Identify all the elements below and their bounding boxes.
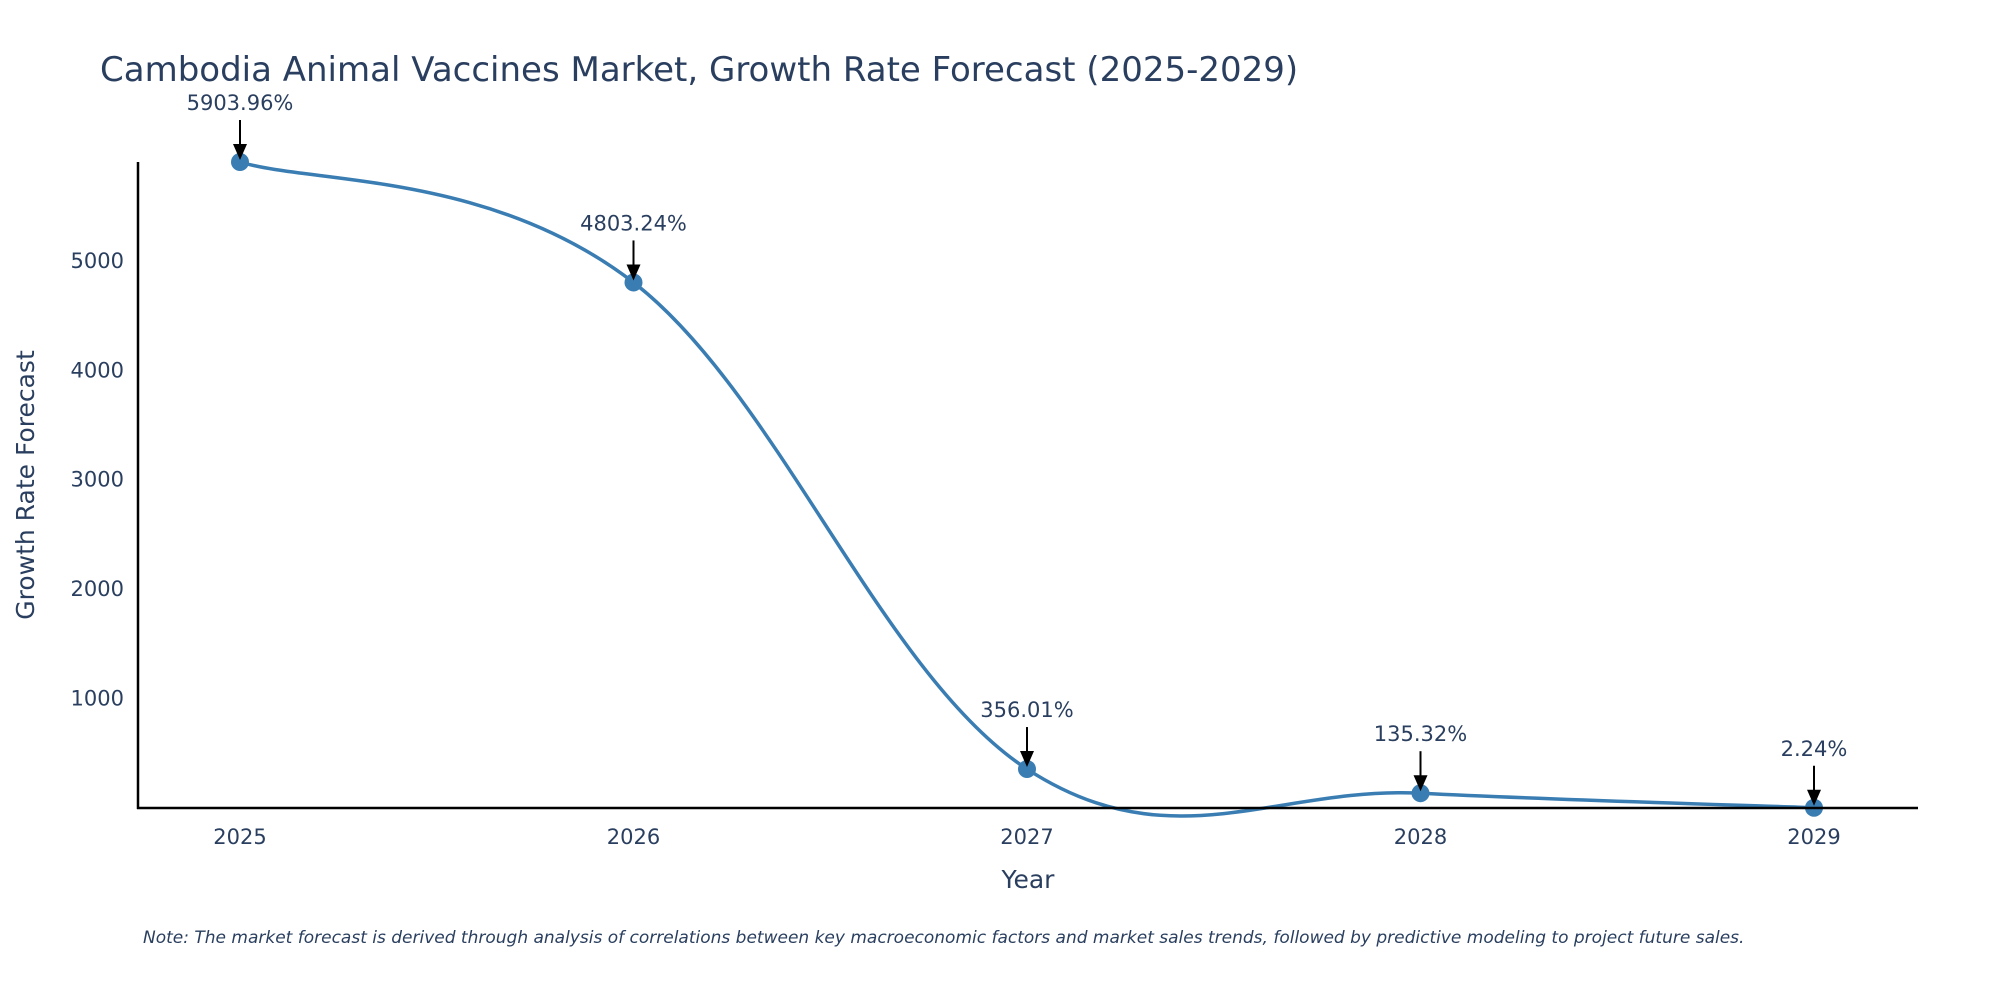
data-point	[1018, 760, 1036, 779]
annotation-label: 4803.24%	[580, 211, 687, 235]
data-point	[624, 273, 643, 292]
x-tick-label: 2028	[1394, 825, 1447, 849]
y-tick-label: 5000	[71, 249, 124, 273]
annotation-arrow-head	[626, 264, 641, 281]
x-axis-ticks: 2025 2026 2027 2028 2029	[213, 825, 1840, 849]
y-tick-label: 1000	[71, 687, 124, 711]
data-point	[1411, 784, 1430, 803]
data-points	[231, 153, 1823, 817]
y-axis-ticks: 1000 2000 3000 4000 5000	[71, 249, 124, 711]
data-annotations: 5903.96% 4803.24% 356.01% 135.32% 2.24%	[187, 91, 1848, 806]
x-tick-label: 2026	[607, 825, 660, 849]
annotation-arrow-head	[1413, 775, 1428, 792]
chart-title: Cambodia Animal Vaccines Market, Growth …	[100, 50, 1298, 90]
annotation-label: 5903.96%	[187, 91, 294, 115]
data-point	[231, 153, 249, 171]
annotation-arrow-head	[233, 144, 247, 160]
annotation-label: 356.01%	[980, 698, 1073, 722]
annotation-label: 2.24%	[1781, 737, 1848, 761]
annotation-arrow-head	[1020, 751, 1034, 768]
series-line	[239, 160, 1815, 818]
x-axis-title: Year	[1001, 865, 1056, 894]
x-tick-label: 2029	[1787, 825, 1840, 849]
y-tick-label: 2000	[71, 577, 124, 601]
y-tick-label: 3000	[71, 468, 124, 492]
x-tick-label: 2027	[1000, 825, 1053, 849]
y-tick-label: 4000	[71, 358, 124, 382]
annotation-label: 135.32%	[1374, 722, 1467, 746]
annotation-arrow-head	[1807, 789, 1821, 806]
x-tick-label: 2025	[213, 825, 266, 849]
footnote: Note: The market forecast is derived thr…	[143, 928, 1744, 948]
y-axis-title: Growth Rate Forecast	[11, 350, 40, 620]
